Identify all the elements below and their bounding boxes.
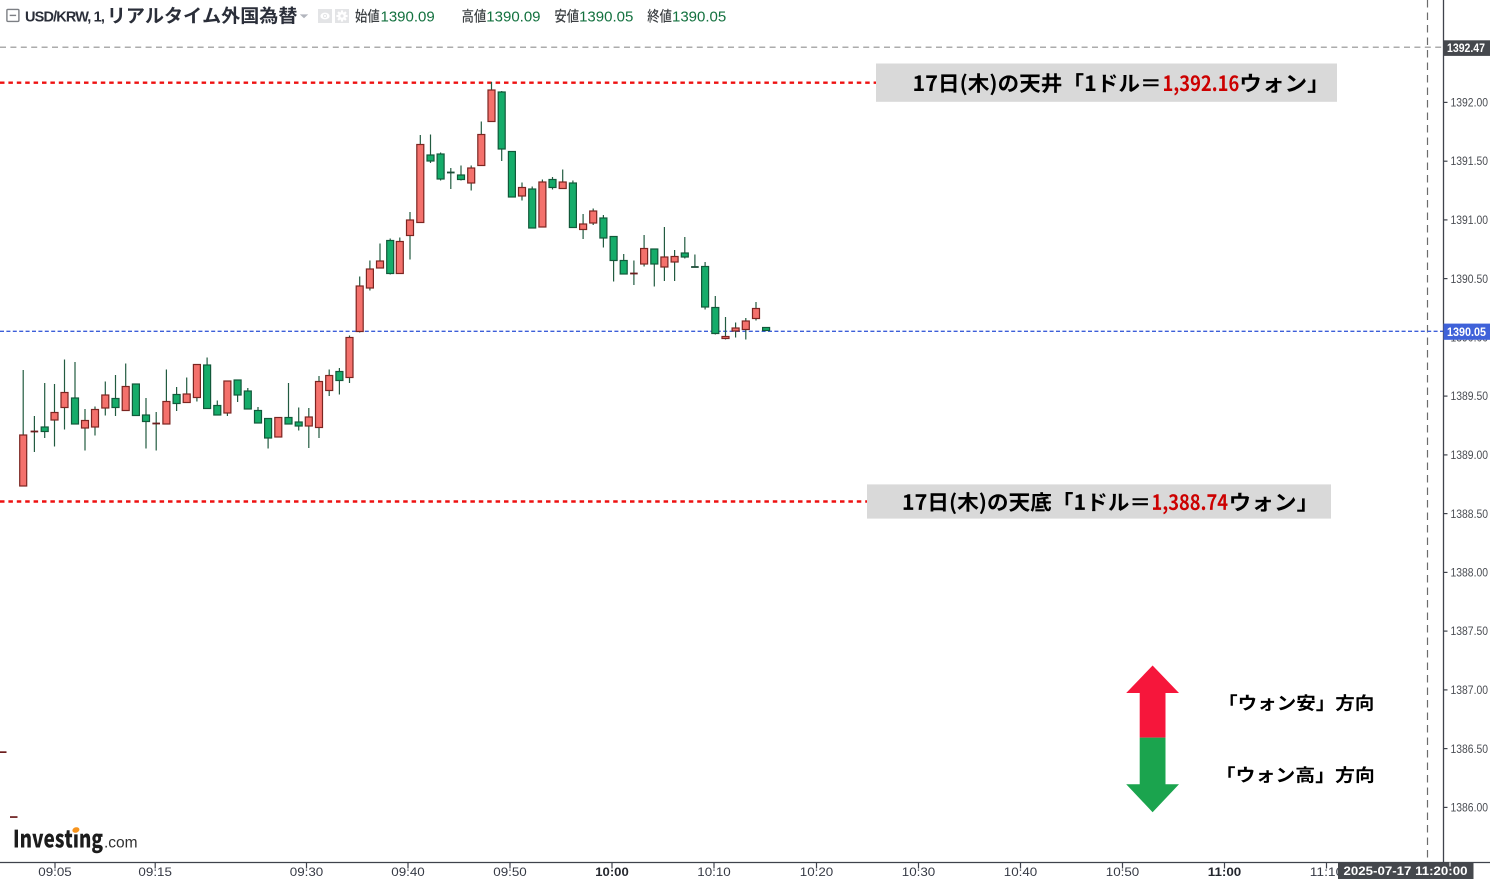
svg-text:1388.50: 1388.50 — [1451, 509, 1489, 521]
svg-text:1390.09: 1390.09 — [381, 8, 435, 25]
svg-text:10:50: 10:50 — [1106, 867, 1140, 879]
svg-text:10:30: 10:30 — [902, 867, 936, 879]
svg-text:11:10: 11:10 — [1310, 867, 1344, 879]
svg-text:1387.50: 1387.50 — [1451, 626, 1489, 638]
svg-text:1386.00: 1386.00 — [1451, 803, 1489, 815]
svg-text:.com: .com — [104, 835, 138, 852]
svg-text:09:05: 09:05 — [38, 867, 72, 879]
svg-text:1388.00: 1388.00 — [1451, 568, 1489, 580]
svg-text:1391.50: 1391.50 — [1451, 156, 1489, 168]
svg-text:10:00: 10:00 — [595, 867, 629, 879]
svg-text:2025-07-17 11:20:00: 2025-07-17 11:20:00 — [1344, 866, 1468, 878]
svg-text:USD/KRW, 1,: USD/KRW, 1, — [25, 9, 105, 25]
svg-text:1390.50: 1390.50 — [1451, 274, 1489, 286]
svg-text:09:15: 09:15 — [138, 867, 172, 879]
svg-text:1387.00: 1387.00 — [1451, 685, 1489, 697]
svg-text:10:10: 10:10 — [697, 867, 731, 879]
svg-text:1392.00: 1392.00 — [1451, 98, 1489, 110]
svg-text:1391.00: 1391.00 — [1451, 215, 1489, 227]
svg-text:1390.05: 1390.05 — [579, 8, 633, 25]
svg-text:1390.05: 1390.05 — [672, 8, 726, 25]
svg-text:10:20: 10:20 — [800, 867, 834, 879]
svg-text:1390.09: 1390.09 — [486, 8, 540, 25]
svg-text:1390.05: 1390.05 — [1447, 325, 1486, 339]
svg-text:1386.50: 1386.50 — [1451, 744, 1489, 756]
svg-text:09:40: 09:40 — [391, 867, 425, 879]
svg-text:1389.00: 1389.00 — [1451, 450, 1489, 462]
svg-text:1392.47: 1392.47 — [1447, 43, 1485, 55]
svg-text:09:50: 09:50 — [493, 867, 527, 879]
svg-text:09:30: 09:30 — [290, 867, 324, 879]
svg-text:1389.50: 1389.50 — [1451, 391, 1489, 403]
svg-text:11:00: 11:00 — [1208, 867, 1242, 879]
svg-text:10:40: 10:40 — [1004, 867, 1038, 879]
